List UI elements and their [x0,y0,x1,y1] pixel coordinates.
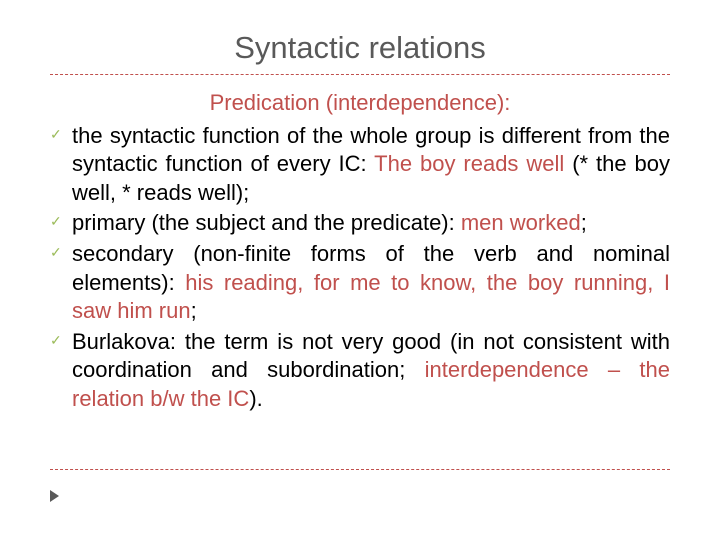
slide: Syntactic relations Predication (interde… [0,0,720,540]
bottom-divider [50,469,670,470]
list-item: ✓ the syntactic function of the whole gr… [50,122,670,208]
slide-title: Syntactic relations [50,30,670,66]
bullet-text-pre: primary (the subject and the predicate): [72,210,461,235]
list-item: ✓ Burlakova: the term is not very good (… [50,328,670,414]
check-icon: ✓ [50,127,62,141]
bullet-list: ✓ the syntactic function of the whole gr… [50,122,670,414]
bullet-text-accent: The boy reads well [374,151,564,176]
list-item: ✓ primary (the subject and the predicate… [50,209,670,238]
bullet-text-post: ; [191,298,197,323]
triangle-icon [50,490,59,502]
check-icon: ✓ [50,214,62,228]
check-icon: ✓ [50,333,62,347]
content-area: Predication (interdependence): ✓ the syn… [50,89,670,414]
bullet-text-post: ; [581,210,587,235]
subheading: Predication (interdependence): [50,89,670,118]
check-icon: ✓ [50,245,62,259]
list-item: ✓ secondary (non-finite forms of the ver… [50,240,670,326]
top-divider [50,74,670,75]
bullet-text-post: ). [249,386,262,411]
bullet-text-accent: men worked [461,210,581,235]
